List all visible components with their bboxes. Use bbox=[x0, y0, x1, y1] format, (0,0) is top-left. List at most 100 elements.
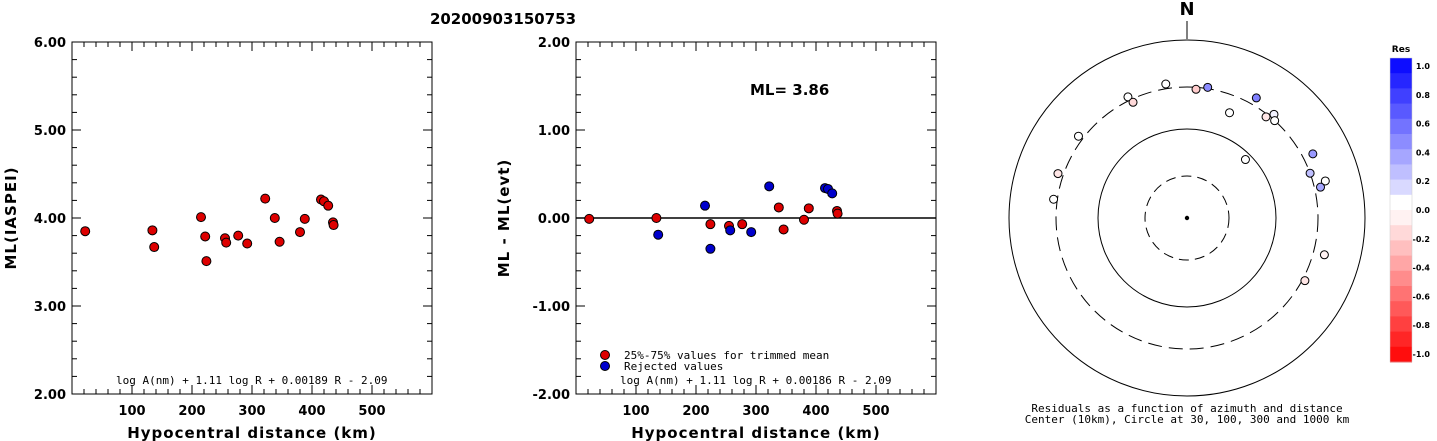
p1-data-point bbox=[80, 226, 91, 237]
p2-data-point bbox=[653, 229, 664, 240]
p1-data-point bbox=[269, 213, 280, 223]
p1-data-point bbox=[323, 200, 334, 211]
north-label: N bbox=[1179, 0, 1194, 20]
p2-x-tick-label: 300 bbox=[742, 404, 769, 419]
station-marker bbox=[1161, 79, 1171, 89]
colorbar-cell bbox=[1390, 58, 1412, 74]
ring-300km bbox=[1055, 86, 1319, 350]
colorbar-cell bbox=[1390, 255, 1412, 272]
p1-data-point bbox=[242, 238, 253, 249]
colorbar-title: Res bbox=[1392, 45, 1410, 55]
colorbar: Res 1.0 0.8 0.6 0.4 0.2 0.0 -0.2 -0.4 -0.6 -0.8 -1… bbox=[1389, 45, 1431, 363]
p1-data-point bbox=[233, 230, 244, 241]
colorbar-cell bbox=[1390, 149, 1412, 165]
colorbar-cell bbox=[1390, 103, 1412, 120]
p2-x-tick-label: 500 bbox=[862, 404, 889, 419]
p2-data-point bbox=[746, 227, 757, 238]
p2-data-point bbox=[705, 219, 716, 230]
station-marker bbox=[1225, 108, 1235, 118]
colorbar-tick-label: 0.2 bbox=[1416, 177, 1430, 186]
p2-data-point bbox=[778, 224, 789, 235]
station-markers bbox=[1049, 79, 1330, 286]
p1-data-point bbox=[201, 256, 212, 267]
p1-x-tick-label: 400 bbox=[298, 404, 325, 419]
legend-marker-rejected bbox=[600, 361, 610, 371]
colorbar-tick-label: 0.8 bbox=[1416, 91, 1431, 100]
ticks-2: 100 200 300 400 500 -2.00 -1.00 0.00 1.00 2.00 bbox=[533, 36, 937, 419]
colorbar-cell bbox=[1390, 316, 1412, 333]
p2-x-tick-label: 400 bbox=[802, 404, 829, 419]
colorbar-tick-label: 0.4 bbox=[1416, 148, 1431, 157]
legend-label-trimmed: 25%-75% values for trimmed mean bbox=[624, 349, 829, 362]
panel-azimuth-map: N Residuals as a function of azimuth and… bbox=[1008, 0, 1366, 426]
p2-data-point bbox=[651, 213, 662, 223]
ring-100km bbox=[1097, 128, 1277, 308]
x-axis-label-1: Hypocentral distance (km) bbox=[127, 424, 377, 441]
colorbar-tick-label: -1.0 bbox=[1413, 350, 1431, 359]
epicenter-dot bbox=[1184, 215, 1190, 221]
colorbar-tick-label: -0.4 bbox=[1413, 264, 1431, 273]
station-marker bbox=[1316, 182, 1326, 192]
p1-x-tick-label: 100 bbox=[118, 404, 145, 419]
station-marker bbox=[1261, 112, 1271, 122]
p2-data-point bbox=[803, 203, 814, 214]
station-marker bbox=[1123, 92, 1133, 102]
p1-data-point bbox=[196, 212, 206, 223]
points-1 bbox=[80, 193, 339, 267]
p1-data-point bbox=[274, 236, 285, 247]
p1-data-point bbox=[221, 237, 232, 248]
p1-data-point bbox=[260, 193, 271, 204]
colorbar-cell bbox=[1390, 346, 1412, 363]
p2-data-point bbox=[773, 202, 784, 213]
colorbar-cell bbox=[1390, 225, 1412, 241]
station-marker bbox=[1308, 149, 1318, 159]
colorbar-tick-label: -0.2 bbox=[1413, 235, 1431, 244]
p2-data-point bbox=[764, 181, 775, 192]
panel-ml-vs-distance: 100 200 300 400 500 2.00 3.00 4.00 5.00 6.00 Hypo… bbox=[2, 36, 433, 441]
p1-data-point bbox=[149, 242, 160, 253]
p1-x-tick-label: 500 bbox=[358, 404, 385, 419]
figure-title: 20200903150753 bbox=[430, 10, 576, 28]
colorbar-cell bbox=[1390, 134, 1412, 150]
station-marker bbox=[1128, 97, 1138, 107]
p2-x-tick-label: 100 bbox=[622, 404, 649, 419]
points-2 bbox=[584, 181, 843, 254]
x-axis-label-2: Hypocentral distance (km) bbox=[631, 424, 881, 441]
colorbar-labels: 1.0 0.8 0.6 0.4 0.2 0.0 -0.2 -0.4 -0.6 -0.8 -1.0 bbox=[1413, 62, 1431, 359]
p2-data-point bbox=[700, 200, 710, 211]
ring-30km bbox=[1144, 175, 1230, 261]
colorbar-cell bbox=[1390, 270, 1412, 287]
p2-y-tick-label: -2.00 bbox=[533, 388, 570, 403]
p1-x-tick-label: 200 bbox=[178, 404, 205, 419]
p2-data-point bbox=[584, 213, 595, 224]
p2-data-point bbox=[799, 214, 809, 225]
legend-marker-trimmed bbox=[600, 350, 610, 360]
colorbar-cell bbox=[1390, 210, 1412, 226]
p1-y-tick-label: 2.00 bbox=[34, 388, 66, 403]
station-marker bbox=[1240, 155, 1250, 165]
station-marker bbox=[1300, 276, 1310, 286]
station-marker bbox=[1203, 82, 1213, 92]
colorbar-cell bbox=[1390, 194, 1412, 211]
legend-label-rejected: Rejected values bbox=[624, 360, 723, 373]
colorbar-tick-label: 1.0 bbox=[1416, 62, 1431, 71]
caption-line-1: Residuals as a function of azimuth and d… bbox=[1031, 402, 1342, 415]
colorbar-cell bbox=[1390, 286, 1412, 302]
p2-data-point bbox=[725, 225, 736, 236]
colorbar-cell bbox=[1390, 331, 1412, 348]
y-axis-label-1: ML(IASPEI) bbox=[2, 166, 20, 269]
p1-y-tick-label: 5.00 bbox=[34, 124, 66, 139]
p2-data-point bbox=[832, 208, 843, 219]
station-marker bbox=[1049, 194, 1059, 204]
station-marker bbox=[1053, 169, 1063, 179]
colorbar-tick-label: 0.0 bbox=[1416, 206, 1431, 215]
p1-y-tick-label: 4.00 bbox=[34, 212, 66, 227]
colorbar-frame bbox=[1389, 57, 1413, 363]
station-marker bbox=[1270, 116, 1280, 126]
p1-data-point bbox=[299, 213, 310, 224]
colorbar-cell bbox=[1390, 179, 1412, 196]
p2-data-point bbox=[827, 188, 838, 199]
colorbar-tick-label: 0.6 bbox=[1416, 120, 1431, 129]
station-marker bbox=[1320, 176, 1330, 186]
